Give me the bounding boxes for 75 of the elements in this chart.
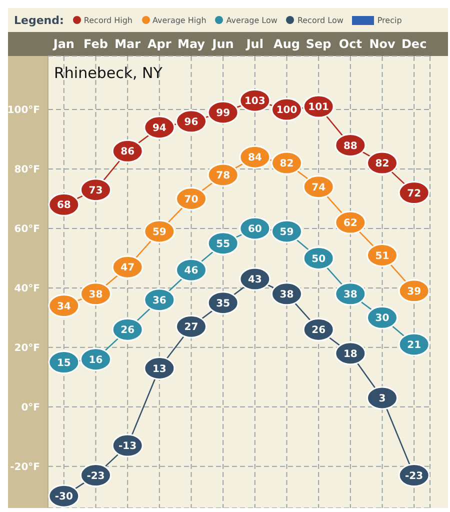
data-label: 101	[308, 102, 330, 114]
data-label: 72	[407, 188, 422, 200]
y-tick-label: 60°F	[14, 224, 40, 236]
y-tick-label: 20°F	[14, 342, 40, 354]
data-label: 21	[407, 340, 422, 351]
data-label: -23	[405, 470, 424, 482]
data-label: 26	[120, 325, 135, 336]
data-label: 73	[88, 185, 103, 196]
data-label: 16	[88, 354, 103, 366]
data-label: 18	[343, 348, 358, 360]
data-label: 35	[216, 298, 230, 310]
data-label: 82	[375, 158, 390, 170]
legend-label: Average High	[152, 16, 206, 24]
x-tick-label: Aug	[274, 37, 300, 51]
data-label: 38	[88, 289, 103, 300]
data-label: 50	[312, 254, 326, 265]
data-label: 3	[378, 394, 386, 405]
data-label: 74	[312, 182, 326, 194]
x-tick-label: Nov	[369, 37, 396, 51]
x-tick-label: Jun	[211, 37, 234, 51]
data-label: 39	[407, 286, 422, 298]
data-label: 38	[280, 289, 294, 300]
data-label: 34	[56, 301, 71, 312]
point	[366, 386, 398, 410]
data-label: 88	[343, 140, 358, 152]
data-label: 70	[184, 194, 198, 206]
y-tick-label: 40°F	[14, 283, 40, 294]
data-label: 59	[152, 226, 166, 238]
x-tick-label: May	[178, 37, 206, 51]
x-tick-label: Sep	[306, 37, 332, 51]
data-label: 38	[343, 289, 358, 300]
data-label: 103	[244, 96, 266, 108]
data-label: 47	[120, 262, 135, 274]
data-label: 55	[216, 238, 230, 250]
data-label: 60	[248, 224, 262, 236]
x-tick-label: Mar	[114, 37, 141, 51]
legend-label: Precip	[376, 16, 402, 24]
data-label: 36	[152, 295, 166, 306]
data-label: 84	[248, 152, 262, 164]
data-label: -30	[54, 492, 73, 503]
data-label: 30	[375, 313, 390, 324]
data-label: 46	[184, 266, 198, 277]
data-label: 86	[120, 146, 135, 158]
data-label: 15	[56, 358, 71, 369]
legend-label: Record Low	[296, 16, 344, 24]
x-tick-label: Feb	[84, 37, 108, 51]
data-label: -13	[118, 441, 137, 452]
data-label: 43	[248, 274, 262, 286]
data-label: 78	[216, 170, 230, 182]
x-tick-label: Apr	[148, 37, 172, 51]
y-tick-label: 0°F	[21, 402, 40, 414]
x-tick-label: Dec	[401, 37, 427, 51]
y-tick-label: -20°F	[10, 462, 40, 473]
data-label: 62	[343, 218, 358, 230]
x-tick-label: Oct	[338, 37, 362, 51]
x-tick-label: Jul	[245, 37, 264, 51]
text: Rhinebeck, NY	[54, 64, 162, 82]
legend-label: Record High	[82, 16, 132, 24]
y-tick-label: 80°F	[14, 164, 40, 176]
legend-title: Legend:	[14, 14, 64, 26]
data-label: 96	[184, 116, 198, 128]
data-label: 99	[216, 108, 230, 120]
data-label: 13	[152, 364, 166, 375]
legend-label: Average Low	[225, 16, 278, 24]
data-label: 26	[312, 325, 326, 336]
x-tick-label: Jan	[52, 37, 74, 51]
data-label: 82	[280, 158, 294, 170]
data-label: 51	[375, 250, 390, 262]
data-label: 100	[276, 105, 298, 116]
data-label: -23	[86, 470, 105, 482]
y-tick-label: 100°F	[7, 105, 40, 116]
data-label: 27	[184, 322, 198, 334]
data-label: 59	[280, 226, 294, 238]
data-label: 68	[56, 200, 71, 212]
data-label: 94	[152, 122, 166, 134]
